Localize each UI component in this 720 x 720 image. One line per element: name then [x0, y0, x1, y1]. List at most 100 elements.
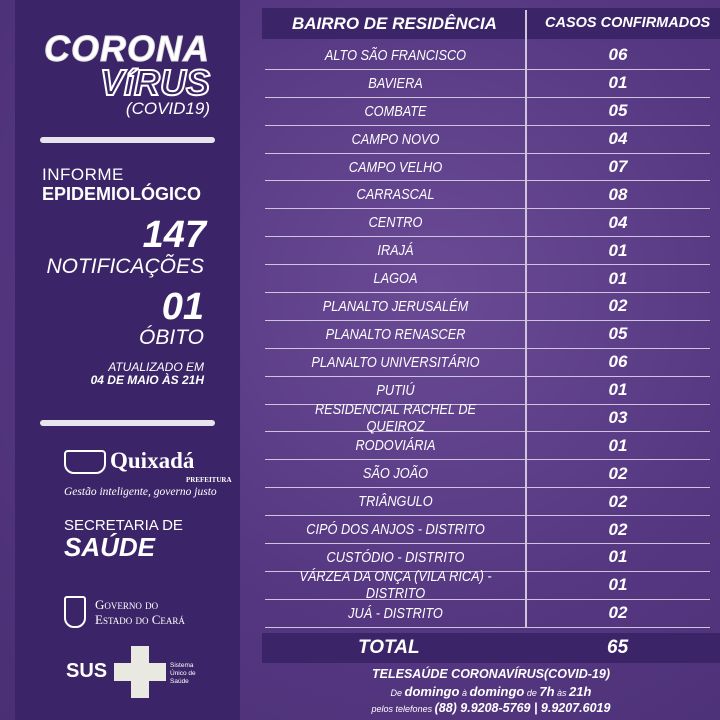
case-count: 01	[608, 380, 628, 400]
report-label: INFORME	[42, 165, 124, 184]
neighborhood-name: LAGOA	[373, 270, 418, 288]
schedule-part: 7h	[539, 684, 555, 699]
case-count: 02	[608, 491, 628, 511]
table-row: COMBATE 05	[265, 98, 710, 126]
cases-table: ALTO SÃO FRANCISCO 06 BAVIERA 01 COMBATE 05 CA…	[265, 42, 710, 628]
neighborhood-name: RESIDENCIAL RACHEL DE QUEIROZ	[314, 401, 477, 436]
table-row: CIPÓ DOS ANJOS - DISTRITO 02	[265, 516, 710, 545]
case-count: 02	[608, 603, 628, 623]
case-count: 06	[608, 352, 628, 372]
neighborhood-name: CUSTÓDIO - DISTRITO	[326, 548, 465, 566]
table-row: SÃO JOÃO 02	[265, 460, 710, 489]
table-row: JUÁ - DISTRITO 02	[265, 600, 710, 628]
table-row: RODOVIÁRIA 01	[265, 432, 710, 461]
header-neighborhood: BAIRRO DE RESIDÊNCIA	[292, 14, 497, 33]
table-row: BAVIERA 01	[265, 70, 710, 98]
total-label: TOTAL	[358, 637, 420, 658]
table-header	[262, 8, 720, 39]
column-divider	[525, 10, 527, 628]
schedule-part: de	[524, 688, 540, 698]
neighborhood-name: TRIÂNGULO	[358, 493, 433, 511]
case-count: 01	[608, 435, 628, 455]
total-value: 65	[607, 637, 629, 658]
case-count: 05	[608, 101, 628, 121]
table-row: PLANALTO JERUSALÉM 02	[265, 293, 710, 321]
sus-cross-icon	[114, 646, 166, 698]
secretaria-name: SAÚDE	[64, 532, 156, 562]
schedule-part: domingo	[404, 684, 460, 699]
phones: (88) 9.9208-5769 | 9.9207.6019	[434, 701, 611, 715]
table-row: CAMPO VELHO 07	[265, 154, 710, 182]
ceara-shield-icon	[64, 596, 86, 628]
table-row: PUTIÚ 01	[265, 377, 710, 405]
governo-line2: Estado do Ceará	[95, 612, 185, 627]
footer-phones: pelos telefones (88) 9.9208-5769 | 9.920…	[262, 699, 720, 717]
governo-line1: Governo do	[95, 597, 159, 612]
neighborhood-name: IRAJÁ	[377, 242, 414, 260]
divider	[40, 137, 215, 143]
updated-date: 04 DE MAIO ÀS 21H	[90, 373, 204, 387]
sus-desc-line: Sistema	[170, 662, 194, 669]
prefeitura-logo: Quixadá PREFEITURA	[64, 448, 232, 484]
table-row: LAGOA 01	[265, 265, 710, 294]
neighborhood-name: VÁRZEA DA ONÇA (VILA RICA) - DISTRITO	[299, 568, 492, 603]
case-count: 04	[608, 212, 628, 232]
sus-label: SUS	[66, 660, 108, 682]
table-row: CAMPO NOVO 04	[265, 126, 710, 154]
governo-logo: Governo do Estado do Ceará	[95, 597, 185, 627]
neighborhood-name: PUTIÚ	[376, 381, 415, 399]
neighborhood-name: CAMPO VELHO	[348, 158, 443, 176]
neighborhood-name: CIPÓ DOS ANJOS - DISTRITO	[306, 521, 485, 539]
table-row: IRAJÁ 01	[265, 237, 710, 266]
neighborhood-name: PLANALTO JERUSALÉM	[322, 297, 469, 315]
neighborhood-name: BAVIERA	[368, 74, 423, 92]
notifications-count: 147	[142, 214, 206, 256]
table-row: CENTRO 04	[265, 209, 710, 238]
sidebar-panel	[15, 0, 240, 720]
table-row: PLANALTO UNIVERSITÁRIO 06	[265, 349, 710, 377]
neighborhood-name: SÃO JOÃO	[362, 465, 429, 483]
report-title: EPIDEMIOLÓGICO	[42, 184, 202, 204]
neighborhood-name: RODOVIÁRIA	[355, 437, 436, 455]
table-row: ALTO SÃO FRANCISCO 06	[265, 42, 710, 70]
crest-icon	[64, 450, 106, 474]
case-count: 01	[608, 547, 628, 567]
neighborhood-name: COMBATE	[364, 102, 427, 120]
prefeitura-slogan: Gestão inteligente, governo justo	[64, 486, 217, 498]
neighborhood-name: CARRASCAL	[356, 186, 435, 204]
deaths-count: 01	[161, 286, 204, 328]
table-row: TRIÂNGULO 02	[265, 488, 710, 517]
case-count: 07	[608, 157, 628, 176]
title-covid19: (COVID19)	[125, 99, 210, 118]
case-count: 01	[608, 240, 628, 260]
schedule-part: 21h	[569, 684, 592, 699]
case-count: 01	[608, 268, 628, 288]
neighborhood-name: ALTO SÃO FRANCISCO	[324, 46, 467, 64]
secretaria-label: SECRETARIA DE	[64, 517, 183, 534]
neighborhood-name: CAMPO NOVO	[351, 130, 440, 148]
deaths-label: ÓBITO	[139, 326, 204, 349]
case-count: 01	[608, 575, 628, 595]
neighborhood-name: PLANALTO RENASCER	[325, 325, 466, 343]
sus-description: Sistema Único de Saúde	[170, 662, 196, 686]
neighborhood-name: CENTRO	[368, 214, 423, 232]
table-row: CARRASCAL 08	[265, 181, 710, 210]
neighborhood-name: PLANALTO UNIVERSITÁRIO	[311, 353, 480, 371]
schedule-part: à	[459, 688, 470, 698]
table-row: RESIDENCIAL RACHEL DE QUEIROZ 03	[265, 401, 710, 435]
schedule-part: De	[390, 688, 405, 698]
sus-desc-line: Único de	[170, 670, 196, 677]
case-count: 06	[608, 45, 628, 65]
footer-title: TELESAÚDE CORONAVÍRUS(COVID-19)	[372, 667, 610, 681]
schedule-part: às	[554, 688, 570, 698]
updated-label: ATUALIZADO EM	[108, 360, 204, 374]
prefeitura-label: PREFEITURA	[186, 476, 232, 484]
neighborhood-name: JUÁ - DISTRITO	[348, 604, 443, 622]
phones-prefix: pelos telefones	[371, 704, 435, 714]
notifications-label: NOTIFICAÇÕES	[46, 255, 204, 278]
table-row: PLANALTO RENASCER 05	[265, 321, 710, 349]
case-count: 02	[608, 296, 628, 316]
title-corona: CORONA	[44, 28, 210, 70]
case-count: 03	[608, 408, 628, 428]
total-row: TOTAL 65	[262, 633, 720, 663]
